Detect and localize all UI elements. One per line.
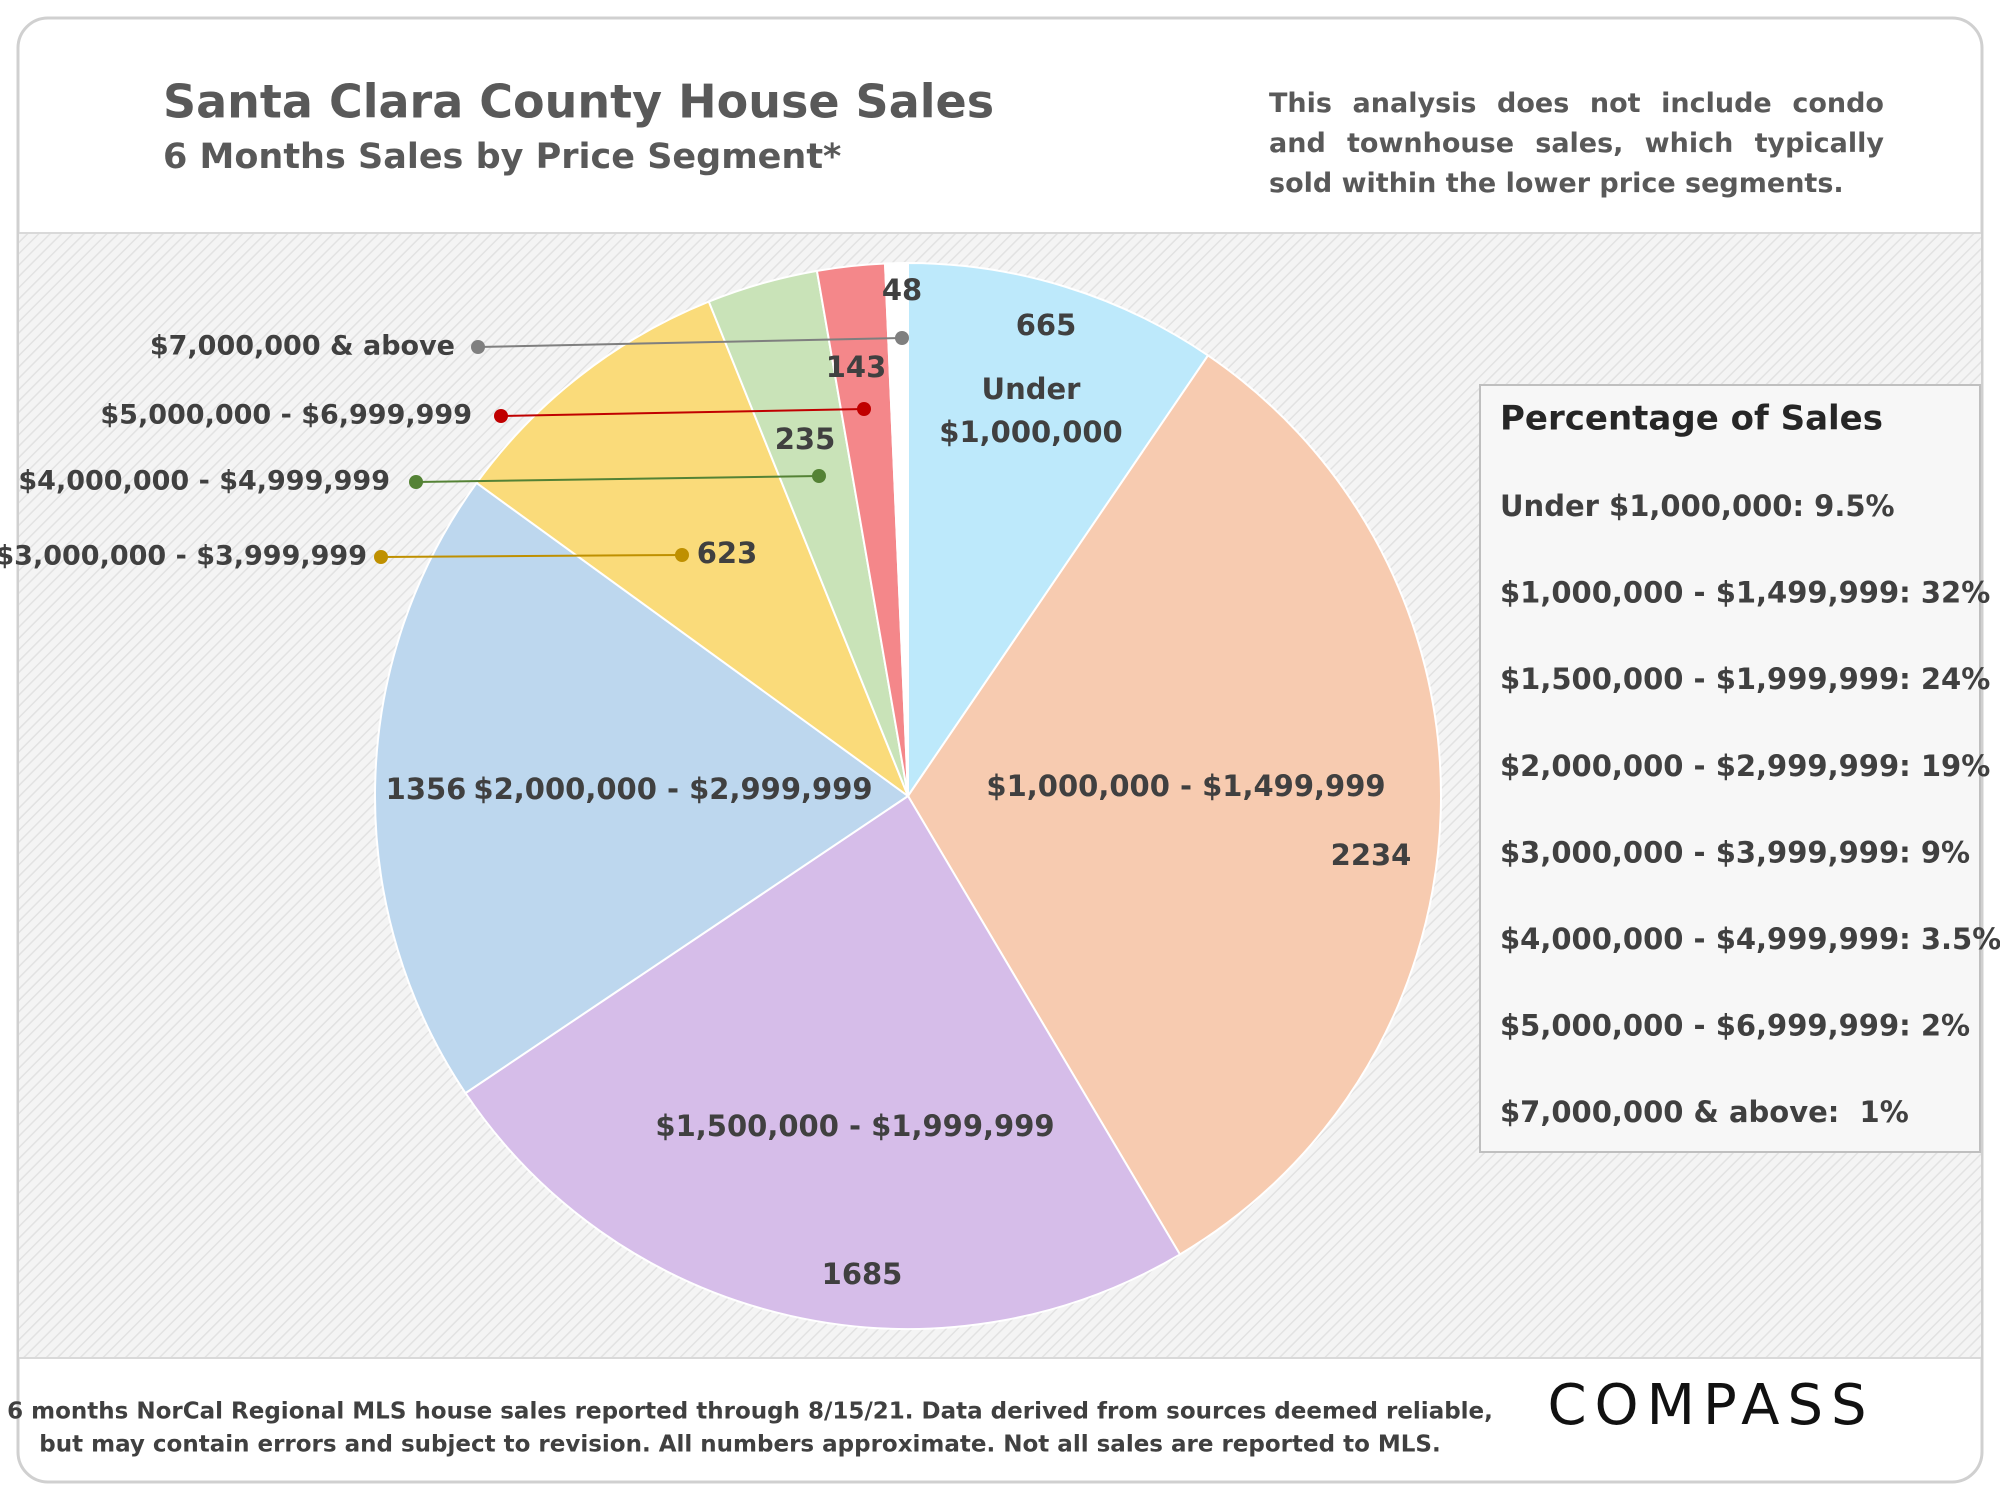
pie-slice [475,300,911,799]
leader-category-label: $4,000,000 - $4,999,999 [18,466,390,497]
data-label: 623 [697,536,758,570]
pie-slice [374,481,910,1095]
leader-line [477,337,903,348]
side-panel-item: Under $1,000,000: 9.5% [1500,489,1895,523]
leader-line [380,554,683,558]
leader-dot [675,548,689,562]
leader-dot [812,469,826,483]
side-panel-item: $2,000,000 - $2,999,999: 19% [1500,749,1990,783]
data-label: 665 [1016,308,1077,342]
leader-dot [857,402,871,416]
data-label: 1685 [822,1257,903,1291]
leader-dot [409,475,423,489]
chart-title: Santa Clara County House Sales [163,75,994,129]
leader-line [500,408,865,417]
side-panel-item: $5,000,000 - $6,999,999: 2% [1500,1009,1970,1043]
slice-category-label: Under $1,000,000 [939,372,1123,449]
side-panel-item: $7,000,000 & above: 1% [1500,1095,1909,1129]
slice-category-label: $1,000,000 - $1,499,999 [986,769,1385,803]
pie-slice [883,261,909,797]
data-label: 1356 [386,772,467,806]
side-panel-item: $1,500,000 - $1,999,999: 24% [1500,662,1990,696]
slice-category-label: $2,000,000 - $2,999,999 [473,772,872,806]
note: This analysis does not include condo and… [1269,88,1884,199]
leader-line [415,475,820,483]
pie [374,261,1442,1330]
pie-slice [906,354,1442,1256]
data-label: 48 [882,273,922,307]
footnote: but may contain errors and subject to re… [39,1432,1440,1458]
pie-slice [907,261,1210,800]
footnote: * 6 months NorCal Regional MLS house sal… [0,1399,1493,1425]
data-label: 143 [826,350,887,384]
leader-dot [494,409,508,423]
side-panel-item: $4,000,000 - $4,999,999: 3.5% [1500,922,2000,956]
data-label: 2234 [1331,838,1412,872]
slice-category-label: $1,500,000 - $1,999,999 [655,1109,1054,1143]
side-panel [1479,384,1981,1153]
leader-category-label: $5,000,000 - $6,999,999 [100,400,472,431]
leader-category-label: $3,000,000 - $3,999,999 [0,541,367,572]
pie-slice [464,794,1182,1330]
chart-subtitle: 6 Months Sales by Price Segment* [163,137,841,177]
side-panel-item: $3,000,000 - $3,999,999: 9% [1500,835,1970,869]
leader-dot [471,340,485,354]
leader-dot [374,550,388,564]
side-panel-item: $1,000,000 - $1,499,999: 32% [1500,576,1990,610]
leader-category-label: $7,000,000 & above [150,331,455,362]
logo: COMPASS [1547,1373,1874,1438]
side-panel-title: Percentage of Sales [1500,399,1883,439]
leader-dot [895,331,909,345]
data-label: 235 [775,422,836,456]
